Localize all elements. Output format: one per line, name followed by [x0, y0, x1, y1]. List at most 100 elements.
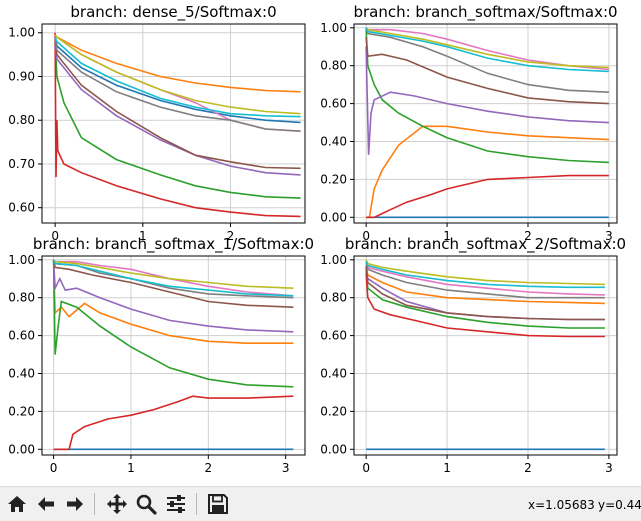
series-line-9: [54, 34, 301, 115]
series-line-3: [365, 269, 605, 329]
series-line-8: [54, 36, 301, 132]
series-line-5: [365, 46, 609, 155]
y-tick-label: 0.60: [320, 97, 347, 111]
y-tick-label: 0.60: [8, 201, 35, 215]
series-line-8: [365, 27, 609, 93]
plot-area: [42, 256, 305, 455]
y-tick-label: 1.00: [8, 253, 35, 267]
series-line-3: [52, 259, 294, 388]
y-tick-label: 0.20: [320, 172, 347, 186]
series-line-7: [365, 261, 605, 296]
series-line-3: [365, 27, 609, 164]
plot-frame: [41, 255, 306, 456]
series-line-10: [52, 259, 294, 297]
y-tick-label: 0.90: [8, 69, 35, 83]
x-tick-label: 0: [362, 461, 370, 475]
x-tick-label: 1: [443, 461, 451, 475]
y-tick-label: 0.70: [8, 157, 35, 171]
floppy-disk-icon: [208, 494, 228, 514]
y-tick-label: 1.00: [320, 21, 347, 35]
y-tick-label: 0.80: [320, 291, 347, 305]
arrow-right-icon: [67, 497, 83, 511]
series-line-10: [54, 36, 301, 118]
series-line-9: [365, 27, 609, 69]
configure-subplots-button[interactable]: [162, 490, 190, 518]
series-line-2: [54, 34, 301, 93]
x-tick-label: 0: [50, 461, 58, 475]
y-tick-label: 0.40: [320, 135, 347, 149]
series-line-6: [52, 259, 294, 308]
y-tick-label: 1.00: [320, 253, 347, 267]
series-line-1: [54, 36, 301, 124]
y-tick-label: 1.00: [8, 26, 35, 40]
y-tick-label: 0.00: [320, 210, 347, 224]
subplot-title: branch: branch_softmax_2/Softmax:0: [345, 235, 626, 254]
subplot-1[interactable]: 0 1 2 0.60 0.70 0.80 0.90 1.00 branch: dense_5/S…: [8, 3, 306, 243]
x-tick-label: 0: [362, 229, 370, 243]
y-tick-label: 0.80: [320, 59, 347, 73]
x-tick-label: 2: [204, 461, 212, 475]
x-tick-label: 2: [524, 461, 532, 475]
series-line-10: [365, 27, 609, 73]
x-tick-label: 0: [51, 229, 59, 243]
subplot-title: branch: dense_5/Softmax:0: [70, 3, 276, 22]
forward-button[interactable]: [61, 490, 89, 518]
y-coordinate-readout: y=0.44: [598, 498, 641, 512]
y-tick-label: 0.80: [8, 113, 35, 127]
x-tick-label: 2: [227, 229, 235, 243]
series-line-9: [52, 259, 294, 289]
plot-frame: [41, 23, 306, 224]
series-line-5: [54, 45, 301, 176]
arrow-left-icon: [38, 497, 54, 511]
series-line-6: [365, 37, 609, 105]
navigation-toolbar: x=1.05683 y=0.44: [0, 486, 641, 521]
y-tick-label: 0.20: [320, 404, 347, 418]
y-tick-label: 0.00: [320, 442, 347, 456]
series-line-4: [365, 273, 605, 338]
x-tick-label: 1: [127, 461, 135, 475]
series-line-6: [365, 265, 605, 321]
magnifier-icon: [136, 494, 157, 515]
x-tick-label: 1: [443, 229, 451, 243]
series-line-4: [54, 32, 301, 218]
series-line-4: [366, 174, 609, 219]
series-line-8: [365, 261, 605, 299]
series-line-4: [53, 395, 294, 451]
subplot-title: branch: branch_softmax/Softmax:0: [353, 3, 617, 22]
toolbar-separator: [94, 493, 95, 515]
series-line-5: [52, 259, 294, 333]
y-tick-label: 0.00: [8, 442, 35, 456]
x-coordinate-readout: x=1.05683: [528, 498, 595, 512]
y-tick-label: 0.60: [8, 329, 35, 343]
subplot-title: branch: branch_softmax_1/Softmax:0: [33, 235, 314, 254]
y-tick-label: 0.40: [8, 367, 35, 381]
plot-frame: [353, 255, 618, 456]
y-tick-label: 0.80: [8, 291, 35, 305]
figure-canvas[interactable]: 0 1 2 0.60 0.70 0.80 0.90 1.00 branch: dense_5/S…: [0, 0, 641, 486]
y-tick-label: 0.40: [320, 367, 347, 381]
series-line-2: [365, 265, 605, 305]
x-tick-label: 3: [282, 461, 290, 475]
plot-area: [354, 256, 617, 455]
series-line-10: [365, 261, 605, 289]
series-line-9: [365, 259, 605, 286]
sliders-icon: [167, 495, 185, 513]
save-button[interactable]: [204, 490, 232, 518]
x-tick-label: 3: [605, 229, 613, 243]
y-tick-label: 0.20: [8, 404, 35, 418]
y-tick-label: 0.60: [320, 329, 347, 343]
zoom-button[interactable]: [132, 490, 160, 518]
move-icon: [107, 494, 127, 514]
subplot-2[interactable]: 0 1 2 3 0.00 0.20 0.40 0.60 0.80 1.00 branch: bran…: [320, 3, 617, 243]
x-tick-label: 1: [139, 229, 147, 243]
pan-button[interactable]: [103, 490, 131, 518]
home-button[interactable]: [3, 490, 31, 518]
x-tick-label: 2: [524, 229, 532, 243]
figure-svg: 0 1 2 0.60 0.70 0.80 0.90 1.00 branch: dense_5/S…: [8, 3, 626, 475]
toolbar-separator: [196, 493, 197, 515]
x-tick-label: 3: [605, 461, 613, 475]
back-button[interactable]: [32, 490, 60, 518]
series-line-2: [52, 259, 294, 345]
